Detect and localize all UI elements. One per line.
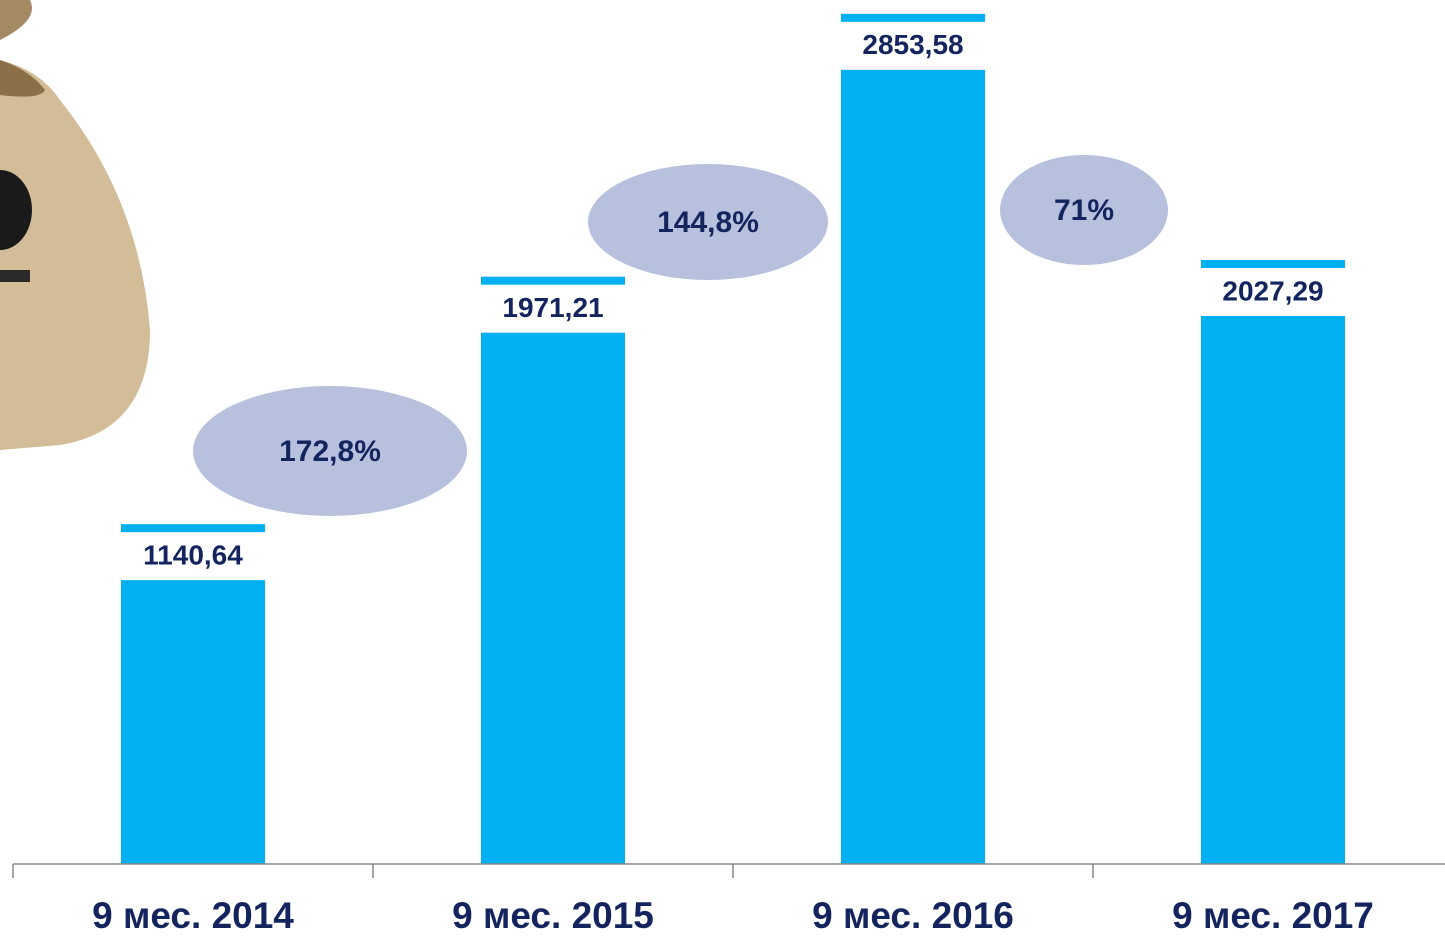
bar-label-background — [841, 21, 985, 70]
money-bag-decoration — [0, 0, 150, 450]
bar — [121, 524, 265, 864]
annotation: 172,8% — [279, 435, 381, 468]
data-label: 2853,58 — [862, 29, 963, 60]
bar-label-background — [481, 284, 625, 333]
x-tick-label: 9 мес. 2015 — [452, 895, 654, 936]
data-label: 1971,21 — [502, 292, 603, 323]
x-tick-label: 9 мес. 2014 — [92, 895, 294, 936]
x-tick-label: 9 мес. 2017 — [1172, 895, 1374, 936]
annotation-bubble — [588, 164, 828, 280]
bar-label-background — [1201, 268, 1345, 317]
bar — [841, 13, 985, 865]
annotation-bubble — [193, 386, 467, 516]
bar-label-background — [121, 532, 265, 581]
annotation-bubble — [1000, 155, 1168, 265]
annotation: 71% — [1054, 194, 1114, 227]
data-label: 2027,29 — [1222, 275, 1323, 306]
data-label: 1140,64 — [143, 540, 243, 571]
x-tick-label: 9 мес. 2016 — [812, 895, 1014, 936]
annotation: 144,8% — [657, 206, 759, 239]
bar — [481, 276, 625, 865]
bar — [1201, 260, 1345, 864]
